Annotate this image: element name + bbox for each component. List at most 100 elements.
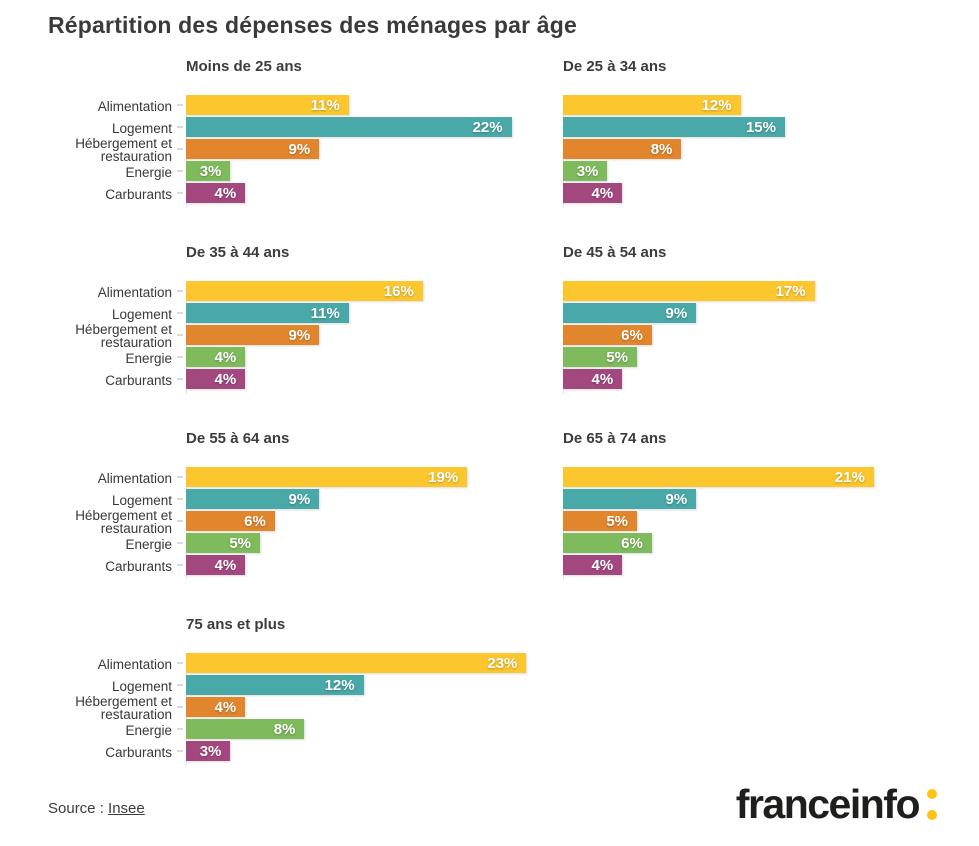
- category-label: Alimentation: [97, 98, 172, 114]
- panel-body: Alimentation Logement Hébergement et resta…: [48, 95, 563, 208]
- bar: 12%: [186, 675, 364, 695]
- panel-title: De 25 à 34 ans: [563, 58, 667, 75]
- bar-value-label: 3%: [576, 162, 599, 180]
- category-label: Alimentation: [97, 284, 172, 300]
- colon-dot-top: [927, 789, 937, 799]
- category-label: Hébergement et restauration: [75, 694, 172, 722]
- bar-value-label: 4%: [214, 348, 237, 366]
- age-panel: Moins de 25 ans Alimentation Logement Héber…: [48, 58, 563, 208]
- source-label: Source :: [48, 800, 104, 817]
- bar-value-label: 4%: [214, 370, 237, 388]
- bar-row: 5%: [563, 347, 951, 367]
- category-label: Logement: [111, 492, 172, 508]
- bar: 3%: [186, 161, 231, 181]
- bar: 5%: [186, 533, 260, 553]
- bar-row: 4%: [563, 183, 951, 203]
- bar: 21%: [563, 467, 874, 487]
- bar-value-label: 9%: [288, 490, 311, 508]
- bar: 3%: [563, 161, 608, 181]
- category-labels: Alimentation Logement Hébergement et resta…: [48, 467, 186, 577]
- source-line: Source : Insee: [48, 800, 145, 817]
- panel-title: De 35 à 44 ans: [186, 244, 290, 261]
- category-label: Energie: [125, 536, 172, 552]
- bar-value-label: 23%: [487, 654, 518, 672]
- bar-row: 5%: [177, 533, 563, 553]
- panel-title: De 45 à 54 ans: [563, 244, 667, 261]
- bar-row: 22%: [177, 117, 563, 137]
- bar-row: 9%: [177, 139, 563, 159]
- panel-body: 17% 9% 6% 5% 4%: [563, 281, 951, 394]
- panel-title: Moins de 25 ans: [186, 58, 302, 75]
- bar: 4%: [186, 697, 246, 717]
- bar-row: 9%: [563, 303, 951, 323]
- bar-row: 19%: [177, 467, 563, 487]
- bar-row: 21%: [563, 467, 951, 487]
- bar-plot: 21% 9% 5% 6% 4%: [563, 467, 951, 580]
- panel-body: 21% 9% 5% 6% 4%: [563, 467, 951, 580]
- bar-plot: 12% 15% 8% 3% 4%: [563, 95, 951, 208]
- bar: 4%: [563, 369, 623, 389]
- panel-body: Alimentation Logement Hébergement et resta…: [48, 653, 563, 766]
- bar-plot: 16% 11% 9% 4% 4%: [177, 281, 563, 394]
- source-link[interactable]: Insee: [108, 800, 145, 817]
- bar: 8%: [186, 719, 305, 739]
- bar-plot: 19% 9% 6% 5% 4%: [177, 467, 563, 580]
- bar-value-label: 5%: [606, 512, 628, 530]
- bar: 6%: [563, 533, 652, 553]
- bar: 4%: [563, 183, 623, 203]
- bar: 17%: [563, 281, 815, 301]
- category-label: Alimentation: [97, 656, 172, 672]
- bar-row: 5%: [563, 511, 951, 531]
- bar: 9%: [186, 139, 320, 159]
- bar-row: 6%: [563, 533, 951, 553]
- bar-row: 12%: [563, 95, 951, 115]
- category-label: Carburants: [105, 744, 172, 760]
- bar: 11%: [186, 303, 349, 323]
- category-label: Hébergement et restauration: [75, 322, 172, 350]
- bar: 16%: [186, 281, 423, 301]
- bar: 12%: [563, 95, 741, 115]
- category-label: Hébergement et restauration: [75, 136, 172, 164]
- franceinfo-logo: franceinfo: [736, 782, 937, 826]
- age-panel: De 35 à 44 ans Alimentation Logement Héberg…: [48, 244, 563, 394]
- bar-plot: 17% 9% 6% 5% 4%: [563, 281, 951, 394]
- bar-value-label: 3%: [199, 162, 222, 180]
- bar-value-label: 4%: [591, 556, 614, 574]
- bar-row: 3%: [177, 741, 563, 761]
- bar-row: 16%: [177, 281, 563, 301]
- franceinfo-colon-icon: [927, 789, 937, 820]
- bar: 6%: [563, 325, 652, 345]
- panel-body: Alimentation Logement Hébergement et resta…: [48, 467, 563, 580]
- bar-value-label: 4%: [591, 370, 614, 388]
- bar-value-label: 12%: [701, 96, 732, 114]
- category-label: Alimentation: [97, 470, 172, 486]
- bar-value-label: 15%: [745, 118, 776, 136]
- bar-row: 6%: [177, 511, 563, 531]
- bar-value-label: 5%: [606, 348, 628, 366]
- bar-row: 3%: [563, 161, 951, 181]
- bar-row: 9%: [563, 489, 951, 509]
- bar: 5%: [563, 511, 637, 531]
- colon-dot-bottom: [927, 810, 937, 820]
- age-panel: 75 ans et plus Alimentation Logement Héberg…: [48, 616, 563, 766]
- bar: 6%: [186, 511, 275, 531]
- bar-row: 4%: [563, 369, 951, 389]
- bar-row: 15%: [563, 117, 951, 137]
- bar: 9%: [186, 325, 320, 345]
- bar: 22%: [186, 117, 512, 137]
- bar-value-label: 9%: [288, 140, 311, 158]
- bar: 3%: [186, 741, 231, 761]
- bar-value-label: 9%: [665, 490, 688, 508]
- bar-value-label: 12%: [324, 676, 355, 694]
- bar-row: 9%: [177, 489, 563, 509]
- bar-value-label: 11%: [310, 96, 340, 114]
- bar-row: 17%: [563, 281, 951, 301]
- category-labels: Alimentation Logement Hébergement et resta…: [48, 281, 186, 391]
- bar: 19%: [186, 467, 468, 487]
- bar: 23%: [186, 653, 527, 673]
- bar: 4%: [186, 369, 246, 389]
- bar-value-label: 17%: [775, 282, 806, 300]
- bar-plot: 23% 12% 4% 8% 3%: [177, 653, 563, 766]
- bar-row: 11%: [177, 303, 563, 323]
- bar-value-label: 6%: [244, 512, 266, 530]
